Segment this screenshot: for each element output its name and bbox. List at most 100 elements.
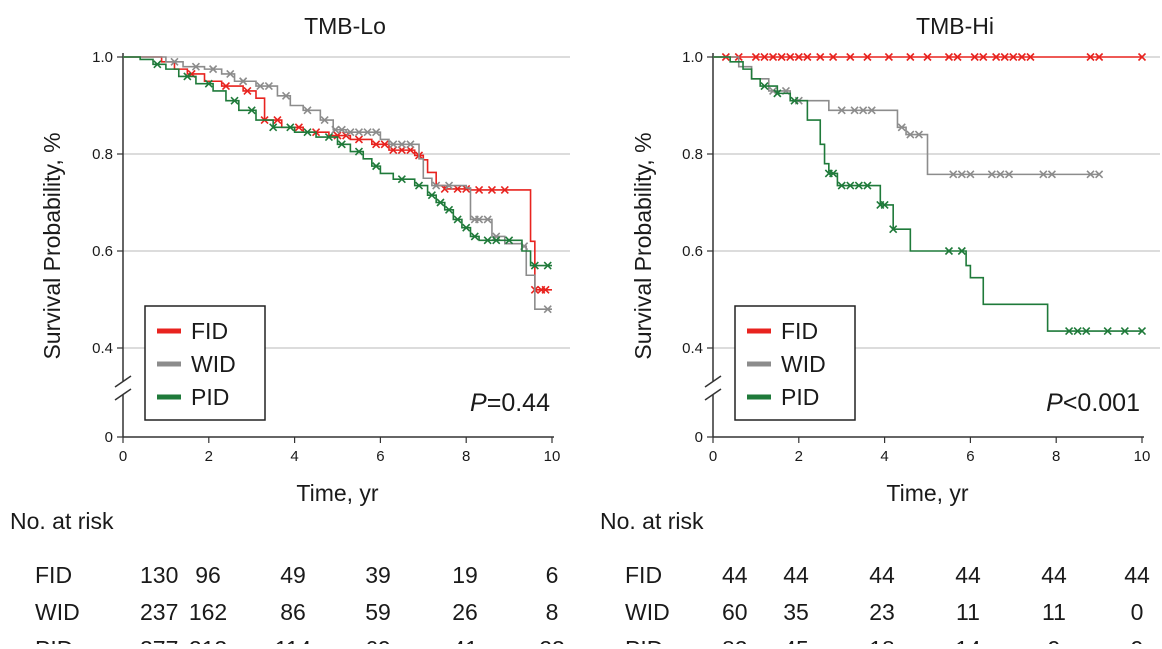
risk-cell: 44 [955, 562, 981, 588]
censor-mark-pid [863, 181, 872, 190]
censor-mark-fid [768, 52, 778, 62]
censor-mark-fid [760, 52, 769, 62]
censor-mark-fid [829, 52, 838, 62]
censor-mark-wid [837, 106, 846, 115]
censor-mark-wid [1039, 170, 1048, 179]
censor-mark-wid [209, 65, 218, 74]
censor-mark-fid [354, 135, 364, 144]
censor-mark-pid [153, 60, 162, 69]
censor-mark-fid [372, 140, 381, 149]
censor-mark-wid [372, 128, 381, 137]
risk-cell: 26 [452, 599, 478, 625]
censor-mark-wid [389, 140, 398, 149]
censor-mark-pid [470, 232, 479, 241]
y-tick-label: 1.0 [682, 49, 703, 66]
censor-mark-wid [1095, 170, 1104, 179]
p-value-symbol: P [470, 389, 487, 417]
risk-cell: 19 [452, 562, 478, 588]
censor-mark-wid [346, 128, 355, 137]
legend-label-wid: WID [191, 351, 236, 377]
x-tick-label: 4 [880, 448, 888, 465]
censor-mark-fid [380, 140, 389, 149]
censor-mark-wid [1004, 170, 1014, 179]
censor-mark-fid [475, 185, 484, 194]
censor-mark-pid [414, 181, 424, 190]
censor-mark-fid [462, 184, 471, 193]
x-tick-label: 6 [376, 448, 384, 465]
censor-mark-fid [979, 52, 988, 62]
censor-mark-fid [863, 52, 872, 62]
censor-mark-pid [372, 162, 381, 171]
risk-cell: 44 [722, 562, 748, 588]
risk-cell: 96 [195, 562, 221, 588]
censor-mark-wid [966, 170, 975, 179]
y-tick-label: 0.8 [92, 146, 113, 163]
censor-mark-wid [320, 115, 329, 125]
censor-mark-wid [996, 170, 1005, 179]
censor-mark-pid [483, 236, 492, 245]
censor-mark-wid [906, 130, 915, 139]
risk-cell: 44 [783, 562, 809, 588]
censor-mark-pid [1120, 326, 1129, 336]
km-curve-pid [123, 56, 552, 267]
risk-cell: 11 [1042, 599, 1066, 625]
risk-cell: 377 [140, 636, 178, 644]
censor-mark-wid [859, 106, 868, 115]
risk-cell: 237 [140, 599, 178, 625]
censor-mark-wid [475, 215, 484, 224]
censor-mark-fid [453, 184, 462, 193]
censor-mark-wid [949, 170, 958, 179]
y-tick-label: 0.8 [682, 146, 703, 163]
censor-mark-fid [500, 185, 509, 194]
chart-title: TMB-Hi [916, 13, 994, 39]
y-tick-label: 0 [695, 429, 703, 446]
censor-mark-pid [530, 261, 539, 270]
risk-cell: 23 [539, 636, 565, 644]
y-axis-title: Survival Probability, % [630, 132, 656, 359]
censor-mark-wid [191, 62, 200, 71]
censor-mark-fid [923, 52, 932, 62]
censor-mark-pid [230, 96, 239, 105]
risk-cell: 6 [546, 562, 559, 588]
axis-break-mark [704, 375, 722, 388]
censor-mark-pid [837, 181, 846, 190]
censor-mark-pid [453, 215, 462, 224]
censor-mark-pid [505, 236, 514, 245]
censor-mark-wid [1086, 170, 1095, 179]
censor-mark-fid [786, 52, 795, 62]
censor-mark-pid [337, 140, 346, 149]
censor-mark-wid [987, 170, 996, 179]
censor-mark-fid [1017, 52, 1026, 62]
x-tick-label: 4 [290, 448, 298, 465]
legend-label-fid: FID [781, 318, 818, 344]
censor-mark-fid [751, 52, 760, 62]
risk-cell: 82 [722, 636, 748, 644]
x-axis-title: Time, yr [886, 480, 969, 506]
censor-mark-fid [803, 52, 812, 62]
censor-mark-pid [1065, 326, 1074, 336]
y-axis-title: Survival Probability, % [39, 132, 65, 359]
censor-mark-pid [427, 191, 436, 200]
risk-cell: 23 [869, 599, 895, 625]
risk-cell: 41 [452, 636, 478, 644]
censor-mark-fid [333, 131, 342, 140]
risk-table-heading: No. at risk [600, 508, 704, 534]
censor-mark-wid [170, 57, 179, 66]
x-tick-label: 8 [462, 448, 470, 465]
risk-cell: 0 [1131, 599, 1144, 625]
censor-mark-wid [256, 82, 265, 91]
axis-break-mark [114, 388, 132, 401]
censor-mark-pid [829, 169, 838, 178]
risk-cell: 162 [189, 599, 227, 625]
censor-mark-fid [406, 146, 415, 155]
censor-mark-pid [354, 147, 364, 156]
risk-cell: 130 [140, 562, 178, 588]
censor-mark-pid [183, 72, 192, 81]
y-tick-label: 0.6 [92, 243, 113, 260]
censor-mark-fid [487, 185, 497, 194]
p-value-annotation: P=0.44 [470, 389, 550, 417]
censor-mark-pid [204, 79, 213, 88]
censor-mark-wid [957, 170, 966, 179]
y-tick-label: 1.0 [92, 49, 113, 66]
censor-mark-fid [794, 52, 803, 62]
